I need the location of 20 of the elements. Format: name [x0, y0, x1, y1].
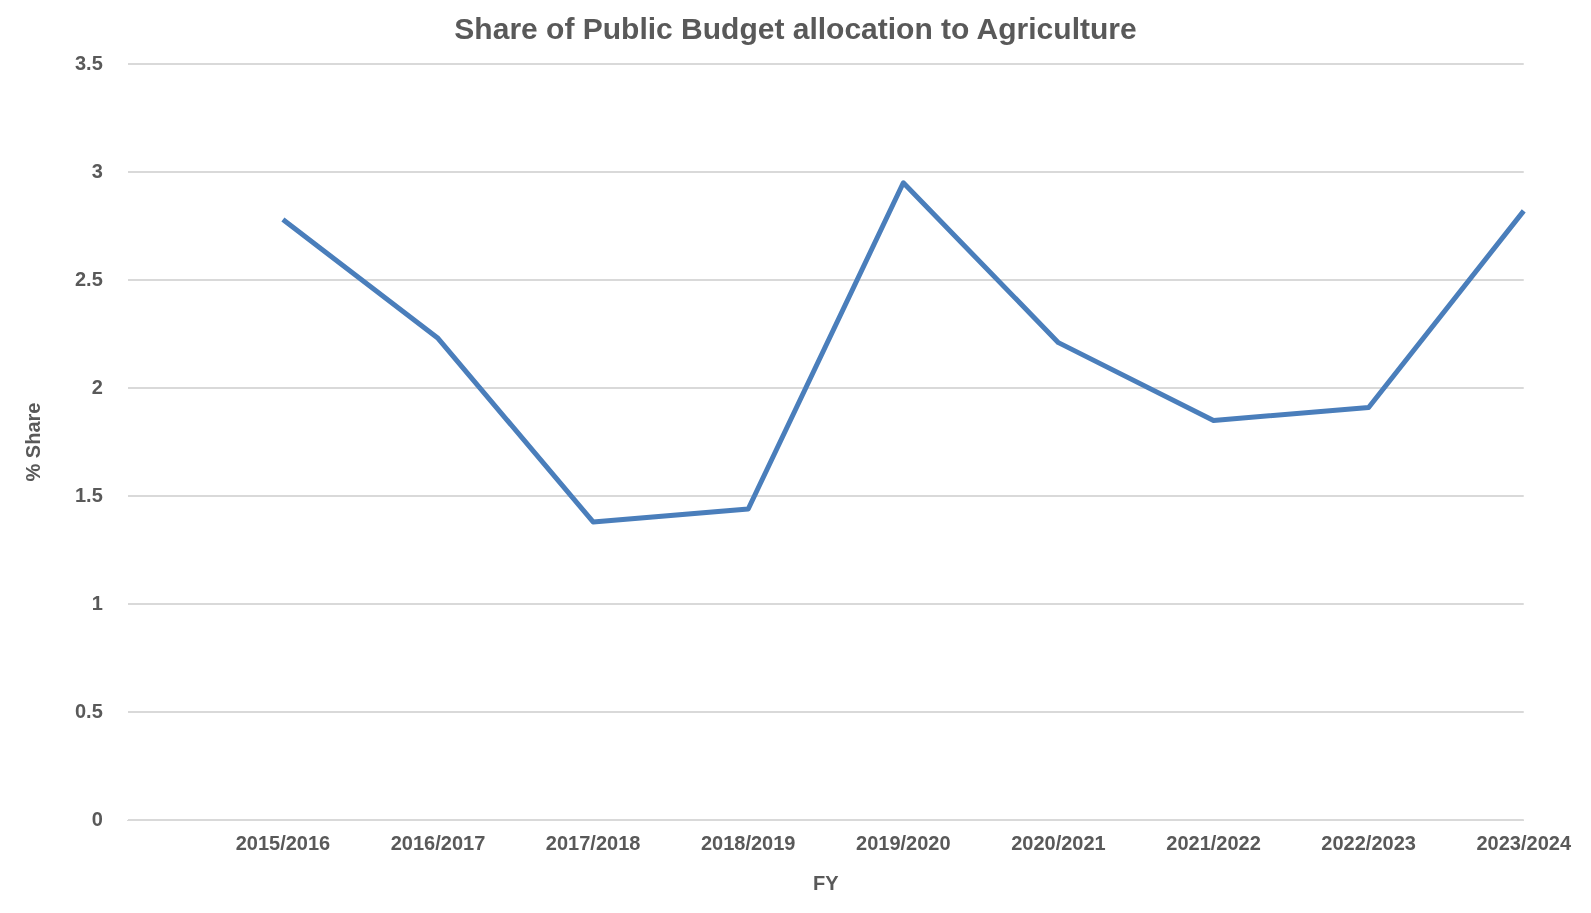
y-tick-label: 0	[91, 807, 103, 830]
x-tick-label: 2018/2019	[700, 831, 796, 854]
y-tick-label: 2.5	[74, 267, 103, 290]
y-axis-title: % Share	[21, 402, 44, 482]
y-tick-label: 2	[91, 375, 103, 398]
x-tick-label: 2016/2017	[390, 831, 486, 854]
y-tick-label: 1	[91, 591, 103, 614]
x-tick-label: 2017/2018	[545, 831, 641, 854]
x-tick-label: 2015/2016	[235, 831, 331, 854]
chart-title: Share of Public Budget allocation to Agriculture	[454, 12, 1137, 46]
x-tick-label: 2021/2022	[1166, 831, 1261, 854]
x-tick-label: 2020/2021	[1011, 831, 1106, 854]
x-tick-label: 2022/2023	[1321, 831, 1416, 854]
y-tick-label: 1.5	[74, 483, 103, 506]
x-tick-label: 2023/2024	[1476, 831, 1572, 854]
y-tick-label: 0.5	[74, 699, 103, 722]
x-tick-label: 2019/2020	[856, 831, 951, 854]
x-axis-title: FY	[812, 871, 840, 894]
y-tick-label: 3	[91, 159, 103, 182]
y-tick-label: 3.5	[74, 51, 103, 74]
